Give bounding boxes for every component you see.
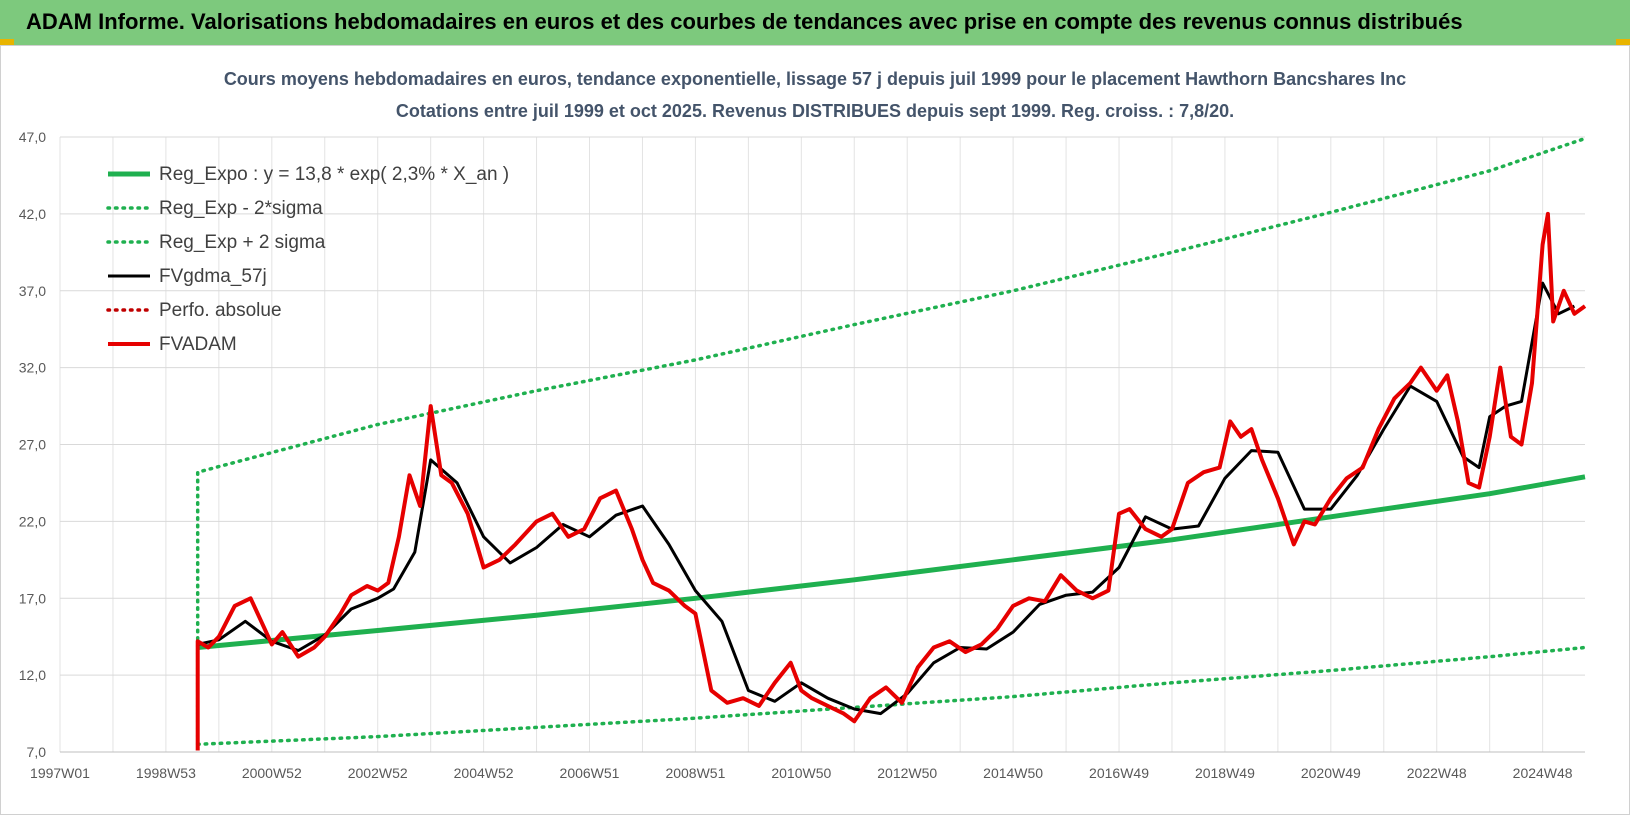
- x-tick-label: 2024W48: [1513, 765, 1573, 781]
- x-tick-label: 2004W52: [454, 765, 514, 781]
- series-line-2: [195, 136, 1587, 747]
- chart-series: [195, 136, 1587, 751]
- legend-label: Reg_Exp - 2*sigma: [159, 198, 323, 219]
- x-tick-label: 2016W49: [1089, 765, 1149, 781]
- y-tick-label: 32,0: [19, 360, 46, 376]
- report-title: ADAM Informe. Valorisations hebdomadaire…: [26, 9, 1463, 34]
- legend-label: Reg_Exp + 2 sigma: [159, 232, 326, 253]
- legend-label: Perfo. absolue: [159, 300, 282, 321]
- x-tick-label: 1998W53: [136, 765, 196, 781]
- banner-corner-right: [1616, 39, 1630, 45]
- chart-axes: 7,0 12,0 17,0 22,0 27,0 32,0 37,0 42,0 47,0 1997W…: [19, 129, 1585, 781]
- y-tick-label: 27,0: [19, 437, 46, 453]
- series-line-1: [195, 645, 1587, 747]
- x-tick-label: 1997W01: [30, 765, 90, 781]
- report-banner: ADAM Informe. Valorisations hebdomadaire…: [0, 0, 1630, 46]
- chart-grid: [59, 136, 1585, 753]
- legend-label: Reg_Expo : y = 13,8 * exp( 2,3% * X_an ): [159, 164, 509, 185]
- y-tick-label: 37,0: [19, 283, 46, 299]
- x-tick-label: 2020W49: [1301, 765, 1361, 781]
- x-tick-label: 2000W52: [242, 765, 302, 781]
- y-tick-label: 47,0: [19, 129, 46, 145]
- banner-corner-left: [0, 39, 14, 45]
- x-tick-label: 2006W51: [560, 765, 620, 781]
- x-tick-label: 2002W52: [348, 765, 408, 781]
- chart-legend: Reg_Expo : y = 13,8 * exp( 2,3% * X_an )…: [106, 164, 509, 355]
- series-line-0: [197, 474, 1586, 650]
- series-line-5: [195, 211, 1587, 751]
- y-tick-label: 22,0: [19, 513, 46, 529]
- x-tick-label: 2022W48: [1407, 765, 1467, 781]
- x-tick-label: 2018W49: [1195, 765, 1255, 781]
- chart-subtitle: Cotations entre juil 1999 et oct 2025. R…: [395, 101, 1235, 121]
- x-tick-label: 2008W51: [665, 765, 725, 781]
- chart-title: Cours moyens hebdomadaires en euros, ten…: [223, 69, 1407, 89]
- y-tick-label: 12,0: [19, 667, 46, 683]
- x-tick-label: 2010W50: [771, 765, 831, 781]
- legend-label: FVgdma_57j: [159, 266, 267, 287]
- y-tick-label: 42,0: [19, 206, 46, 222]
- x-tick-label: 2014W50: [983, 765, 1043, 781]
- y-tick-label: 7,0: [27, 744, 47, 760]
- y-tick-label: 17,0: [19, 590, 46, 606]
- x-tick-label: 2012W50: [877, 765, 937, 781]
- legend-label: FVADAM: [159, 334, 237, 355]
